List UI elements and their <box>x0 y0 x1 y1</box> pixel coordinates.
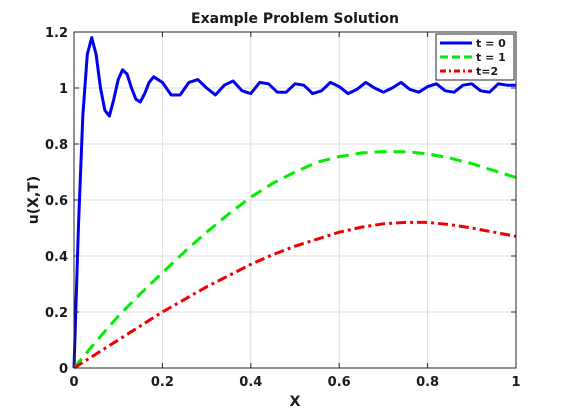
y-tick-label: 1 <box>59 82 68 97</box>
y-tick-label: 0.4 <box>45 250 68 265</box>
series-line-3 <box>73 220 517 370</box>
series-line-2 <box>72 150 517 369</box>
x-tick-label: 0 <box>69 375 78 390</box>
y-tick-label: 0.2 <box>45 306 68 321</box>
y-tick-label: 0.8 <box>45 138 68 153</box>
tick-labels: 0 0.2 0.4 0.6 0.8 1 0 0.2 0.4 0.6 0.8 1 1.2 <box>45 26 521 390</box>
x-tick-label: 0.6 <box>328 375 351 390</box>
x-axis-label: X <box>290 394 301 410</box>
y-tick-label: 0.6 <box>45 194 68 209</box>
series-lines <box>72 36 517 370</box>
series-line-1 <box>72 36 516 369</box>
y-tick-label: 0 <box>59 362 68 377</box>
x-tick-label: 1 <box>511 375 520 390</box>
x-tick-label: 0.2 <box>151 375 174 390</box>
x-tick-label: 0.4 <box>239 375 262 390</box>
legend: t = 0t = 1t=2 <box>435 33 515 81</box>
y-axis-label: u(X,T) <box>26 176 42 224</box>
x-tick-label: 0.8 <box>416 375 439 390</box>
legend-label-3: t=2 <box>476 65 498 78</box>
y-tick-label: 1.2 <box>45 26 68 41</box>
chart-title: Example Problem Solution <box>191 11 399 27</box>
legend-label-1: t = 0 <box>476 37 506 50</box>
legend-label-2: t = 1 <box>476 51 506 64</box>
